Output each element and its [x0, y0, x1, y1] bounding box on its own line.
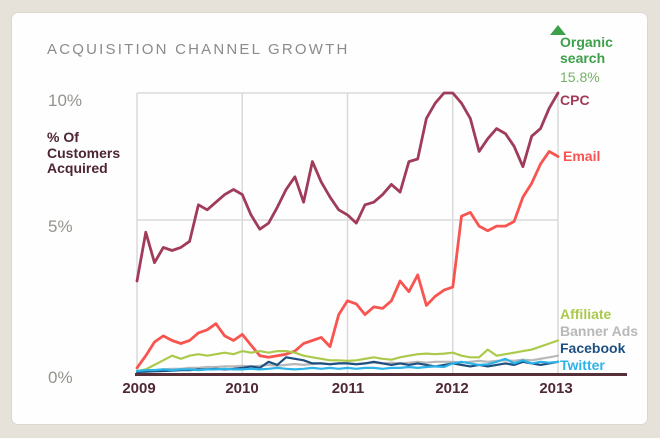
legend-organic-search: Organic search — [560, 34, 613, 66]
x-tick-2013: 2013 — [539, 380, 573, 397]
x-axis-line — [135, 373, 627, 376]
y-tick-5: 5% — [48, 217, 73, 236]
series-line-affiliate — [135, 339, 560, 373]
legend-organic-search-value: 15.8% — [560, 69, 600, 85]
y-tick-0: 0% — [48, 368, 73, 387]
legend-facebook: Facebook — [560, 340, 626, 356]
series-line-cpc — [135, 91, 560, 283]
y-axis-title: % Of Customers Acquired — [47, 129, 121, 177]
organic-up-arrow-icon — [550, 25, 566, 35]
legend-banner-ads: Banner Ads — [560, 323, 639, 339]
x-tick-2009: 2009 — [122, 380, 156, 397]
y-axis-title-line2: Customers — [47, 144, 121, 161]
legend-twitter: Twitter — [560, 357, 605, 373]
chart-card: ACQUISITION CHANNEL GROWTH 10% 5% 0% % O… — [11, 12, 648, 425]
legend-email: Email — [563, 148, 601, 164]
series-line-email — [135, 149, 560, 370]
x-tick-2010: 2010 — [225, 380, 259, 397]
chart-plot — [135, 91, 627, 376]
y-axis-title-line3: Acquired — [47, 160, 108, 176]
legend-affiliate: Affiliate — [560, 306, 612, 322]
legend-cpc: CPC — [560, 92, 590, 108]
y-tick-10: 10% — [48, 91, 83, 110]
x-tick-2011: 2011 — [331, 380, 365, 397]
series-line-twitter — [135, 357, 560, 373]
x-tick-2012: 2012 — [435, 380, 469, 397]
y-axis-title-line1: % Of — [47, 129, 79, 145]
chart-title: ACQUISITION CHANNEL GROWTH — [47, 41, 350, 58]
